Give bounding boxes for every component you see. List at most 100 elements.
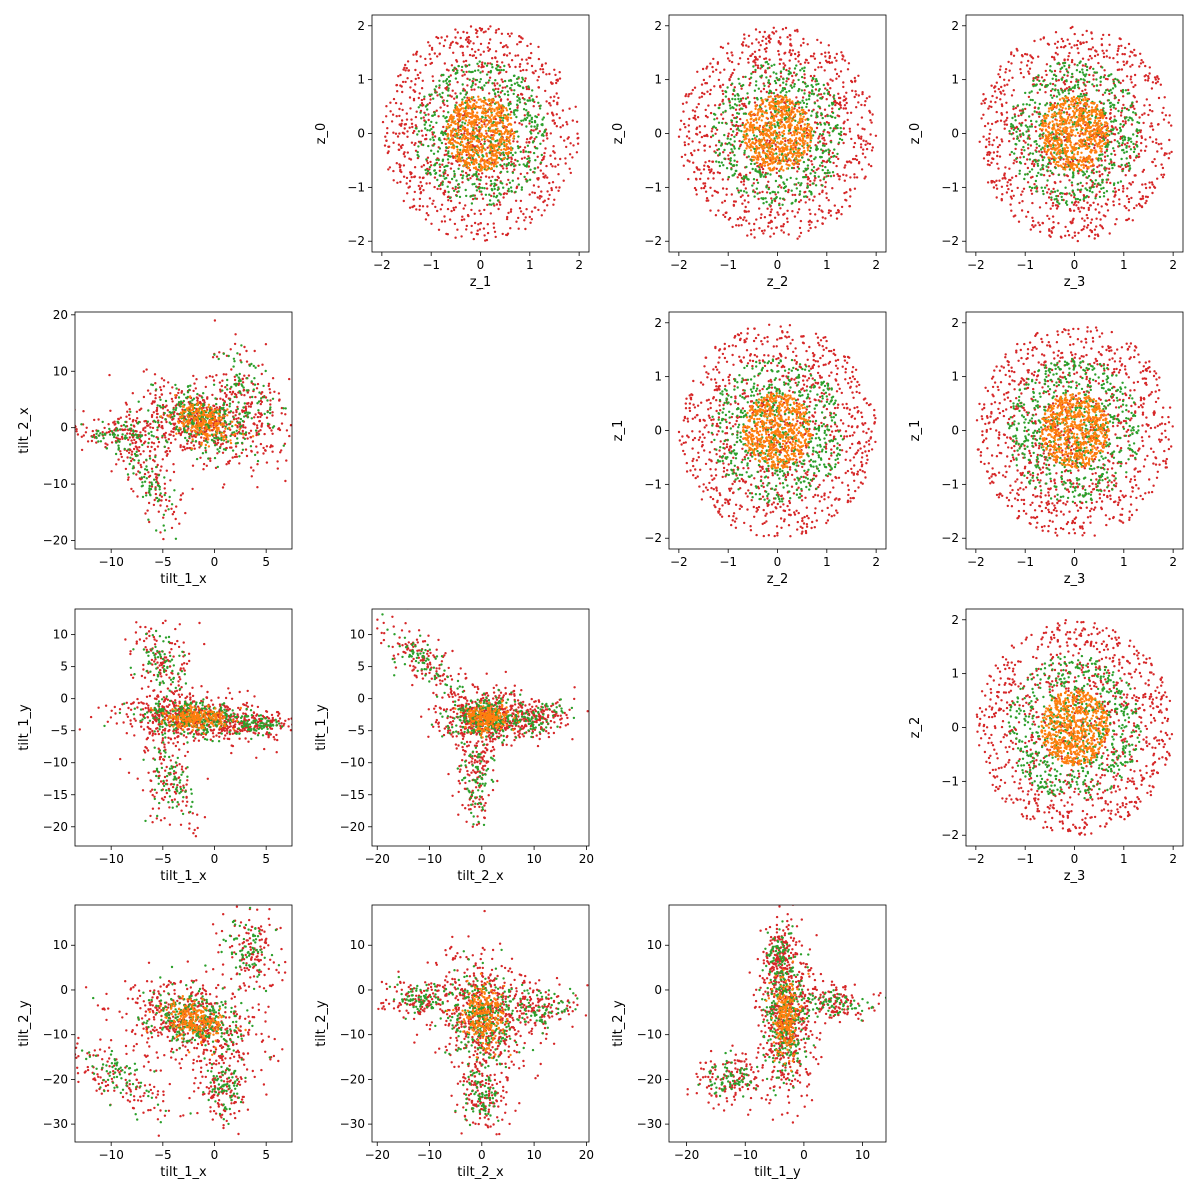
scatter-point [476,151,480,154]
scatter-point [516,81,519,84]
scatter-point [732,130,735,133]
scatter-point [829,175,833,178]
scatter-point [471,137,475,141]
scatter-point [492,134,496,137]
scatter-point [765,46,768,50]
scatter-point [989,128,992,131]
scatter-point [844,107,848,110]
scatter-point [499,114,503,117]
scatter-point [485,111,488,114]
scatter-point [548,102,551,105]
scatter-point [439,208,442,211]
scatter-point [565,145,568,149]
scatter-point [749,114,753,118]
scatter-point [832,155,835,158]
scatter-point [486,231,490,235]
scatter-point [727,154,730,157]
scatter-point [804,173,808,177]
scatter-point [793,144,796,147]
scatter-point [450,130,454,134]
scatter-point [716,171,720,174]
scatter-point [504,107,508,110]
scatter-point [713,189,716,193]
scatter-point [507,102,510,105]
scatter-point [745,165,748,169]
scatter-point [820,65,823,69]
scatter-point [1145,98,1149,101]
scatter-point [485,187,489,190]
scatter-point [796,108,799,112]
scatter-points [978,25,1173,243]
scatter-point [868,142,872,146]
scatter-point [522,163,525,166]
scatter-point [450,152,454,155]
scatter-point [762,35,765,38]
scatter-point [723,157,726,160]
scatter-point [802,153,805,156]
scatter-point [432,144,435,147]
scatter-point [506,215,509,219]
scatter-point [763,111,766,114]
scatter-point [419,111,422,114]
scatter-point [764,98,767,101]
scatter-point [758,128,761,131]
scatter-point [545,100,548,103]
scatter-point [1078,134,1081,138]
scatter-point [778,62,781,66]
scatter-point [460,44,463,48]
scatter-point [806,164,810,167]
scatter-point [732,106,735,110]
scatter-point [729,127,733,131]
scatter-point [533,125,536,128]
scatter-point [795,187,798,190]
scatter-point [712,177,715,180]
scatter-point [998,68,1002,71]
scatter-point [987,137,991,140]
scatter-point [808,219,812,222]
scatter-point [850,137,853,141]
scatter-point [776,191,780,194]
scatter-point [772,107,775,111]
scatter-point [700,135,704,139]
scatter-point [869,119,872,122]
scatter-point [446,195,450,199]
scatter-point [554,165,557,168]
scatter-point [711,134,715,137]
scatter-point [440,203,444,206]
scatter-point [447,199,450,202]
scatter-point [1053,69,1057,73]
scatter-point [510,32,513,35]
scatter-point [408,96,412,99]
scatter-point [752,131,755,134]
scatter-point [797,60,800,63]
scatter-point [749,123,752,126]
scatter-point [430,48,434,51]
scatter-point [824,149,828,152]
scatter-point [477,65,480,68]
scatter-point [782,186,786,190]
scatter-point [451,68,455,72]
scatter-point [486,165,490,168]
scatter-point [508,52,511,55]
scatter-point [707,104,710,107]
scatter-point [476,111,479,114]
scatter-point [735,120,738,124]
scatter-point [810,168,814,172]
scatter-point [1003,78,1006,82]
scatter-point [1105,181,1109,184]
scatter-point [451,155,455,158]
scatter-point [462,30,465,34]
scatter-point [1118,198,1121,201]
scatter-point [767,180,770,183]
scatter-point [1127,197,1131,201]
scatter-point [831,187,834,190]
scatter-point [553,122,556,125]
scatter-point [491,175,494,178]
scatter-point [753,236,756,239]
scatter-point [458,201,461,205]
scatter-point [516,177,520,180]
scatter-point [506,32,510,36]
scatter-point [683,122,686,126]
scatter-point [759,133,762,136]
scatter-point [558,116,561,120]
